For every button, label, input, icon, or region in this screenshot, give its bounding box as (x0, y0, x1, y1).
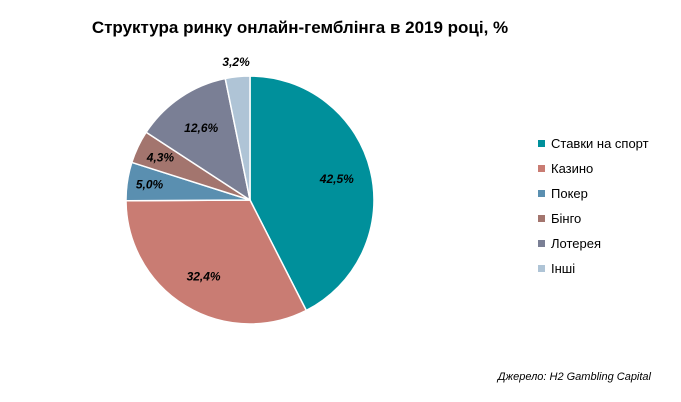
chart-title: Структура ринку онлайн-гемблінга в 2019 … (91, 18, 509, 37)
data-label-3: 5,0% (136, 178, 164, 192)
legend-swatch (538, 140, 545, 147)
legend-item-6: Інші (538, 256, 649, 281)
data-label-6: 3,2% (222, 55, 250, 69)
legend-swatch (538, 265, 545, 272)
legend-swatch (538, 190, 545, 197)
legend-item-3: Покер (538, 181, 649, 206)
legend-swatch (538, 215, 545, 222)
legend-label: Покер (551, 186, 588, 201)
legend-label: Лотерея (551, 236, 602, 251)
pie-slice-5 (145, 77, 252, 202)
legend-label: Ставки на спорт (551, 136, 649, 151)
legend: Ставки на спорт Казино Покер Бінго Лотерея Ін… (538, 131, 649, 281)
data-label-2: 32,4% (187, 269, 221, 283)
legend-swatch (538, 240, 545, 247)
legend-item-2: Казино (538, 156, 649, 181)
data-label-4: 4,3% (146, 151, 175, 165)
legend-label: Бінго (551, 211, 582, 226)
pie-slice-6 (224, 75, 251, 201)
legend-swatch (538, 165, 545, 172)
legend-item-5: Лотерея (538, 231, 649, 256)
legend-item-4: Бінго (538, 206, 649, 231)
legend-label: Інші (551, 261, 576, 276)
data-label-1: 42,5% (319, 172, 354, 186)
legend-label: Казино (551, 161, 594, 176)
data-label-5: 12,6% (184, 121, 218, 135)
pie-slice-2 (125, 199, 308, 325)
legend-item-1: Ставки на спорт (538, 131, 649, 156)
source-note: Джерело: H2 Gambling Capital (497, 371, 651, 383)
pie-slice-1 (249, 75, 375, 312)
